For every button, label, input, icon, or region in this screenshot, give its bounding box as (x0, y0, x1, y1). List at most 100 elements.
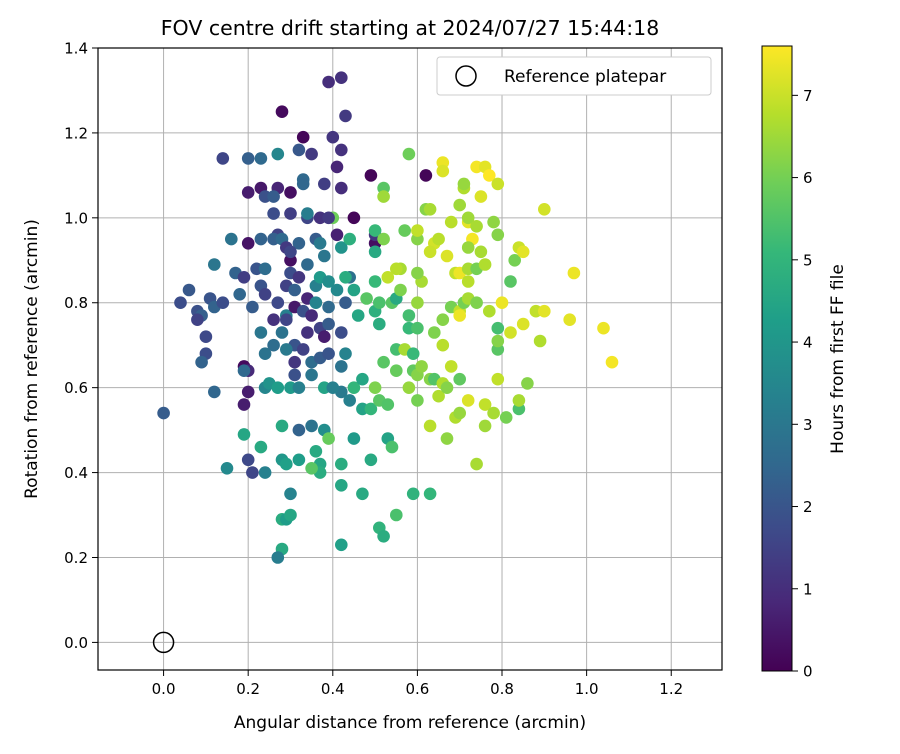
legend-label: Reference platepar (504, 67, 666, 87)
data-point (411, 296, 424, 310)
data-point (347, 283, 361, 297)
data-point (474, 190, 488, 203)
data-point (368, 224, 382, 237)
data-point (377, 355, 390, 369)
data-point (499, 411, 513, 424)
data-point (406, 487, 420, 501)
data-point (309, 445, 323, 458)
data-point (233, 288, 246, 301)
data-point (335, 479, 348, 492)
data-point (271, 296, 285, 310)
data-point (351, 309, 365, 322)
data-point (419, 169, 433, 182)
plot-area: 0.0 0.2 0.4 0.6 0.8 1.0 1.2 0.0 0.2 0.4 0.6 0.8 1.0… (64, 40, 723, 698)
y-tick-label: 0.4 (64, 464, 88, 482)
data-point (237, 398, 251, 411)
data-point (381, 398, 395, 411)
x-tick-label: 0.4 (321, 680, 345, 698)
data-point (483, 304, 496, 318)
data-point (296, 130, 310, 144)
data-point (301, 258, 314, 271)
data-point (368, 381, 382, 395)
colorbar-label: Hours from first FF file (828, 264, 848, 454)
colorbar-tick-label: 1 (803, 580, 813, 598)
data-point (335, 538, 348, 552)
data-point (254, 326, 268, 339)
data-point (347, 432, 361, 445)
data-point (182, 283, 196, 297)
data-point (377, 190, 390, 203)
data-point (191, 313, 204, 327)
data-point (356, 372, 369, 386)
data-point (453, 309, 467, 322)
y-tick-label: 0.0 (64, 634, 88, 652)
data-point (432, 232, 445, 246)
data-point (423, 487, 437, 501)
data-point (326, 381, 340, 395)
data-point (478, 258, 492, 271)
data-point (225, 232, 238, 246)
data-point (453, 372, 467, 386)
data-point (487, 215, 500, 229)
data-point (322, 275, 335, 288)
colorbar-tick-label: 5 (803, 251, 813, 269)
data-point (292, 423, 306, 437)
data-point (453, 198, 467, 212)
data-point (453, 406, 467, 420)
data-point (157, 406, 170, 420)
data-point (241, 385, 255, 399)
data-point (216, 296, 230, 310)
data-point (241, 186, 255, 199)
y-tick-label: 0.8 (64, 294, 88, 312)
data-point (385, 440, 399, 454)
colorbar: 0 1 2 3 4 5 6 7 Hours from first FF file (761, 45, 848, 681)
data-point (444, 360, 458, 373)
data-point (563, 313, 576, 327)
data-point (347, 211, 361, 225)
data-point (478, 398, 492, 411)
data-point (258, 288, 272, 301)
data-point (440, 381, 454, 395)
data-point (322, 432, 335, 445)
data-point (368, 275, 382, 288)
data-point (322, 75, 335, 89)
data-point (436, 164, 450, 178)
data-point (335, 181, 348, 195)
colorbar-ticks: 0 1 2 3 4 5 6 7 (792, 87, 813, 681)
data-point (335, 143, 348, 157)
data-point (254, 440, 268, 454)
colorbar-tick-label: 2 (803, 498, 813, 516)
y-tick-label: 1.2 (64, 124, 88, 142)
x-tick-label: 1.2 (659, 680, 683, 698)
data-point (305, 462, 318, 475)
data-point (335, 457, 348, 471)
data-point (491, 334, 505, 348)
data-point (394, 283, 407, 297)
data-point (267, 190, 280, 203)
data-point (373, 317, 386, 331)
data-point (487, 406, 500, 420)
data-point (258, 262, 272, 276)
y-tick-label: 0.6 (64, 379, 88, 397)
data-point (301, 326, 314, 339)
colorbar-tick-label: 3 (803, 416, 813, 434)
colorbar-tick-label: 0 (803, 663, 813, 681)
legend-box (436, 56, 712, 96)
data-point (436, 338, 450, 352)
data-point (390, 508, 403, 522)
data-point (275, 419, 289, 433)
data-point (220, 462, 234, 475)
data-point (440, 432, 454, 445)
data-point (516, 317, 530, 331)
data-point (296, 177, 310, 191)
data-point (208, 258, 221, 271)
data-point (373, 296, 386, 310)
data-point (288, 355, 302, 369)
data-point (216, 152, 230, 165)
x-tick-label: 0.6 (405, 680, 429, 698)
data-point (322, 347, 335, 361)
data-point (335, 326, 348, 339)
data-point (284, 207, 297, 220)
data-point (339, 109, 352, 123)
